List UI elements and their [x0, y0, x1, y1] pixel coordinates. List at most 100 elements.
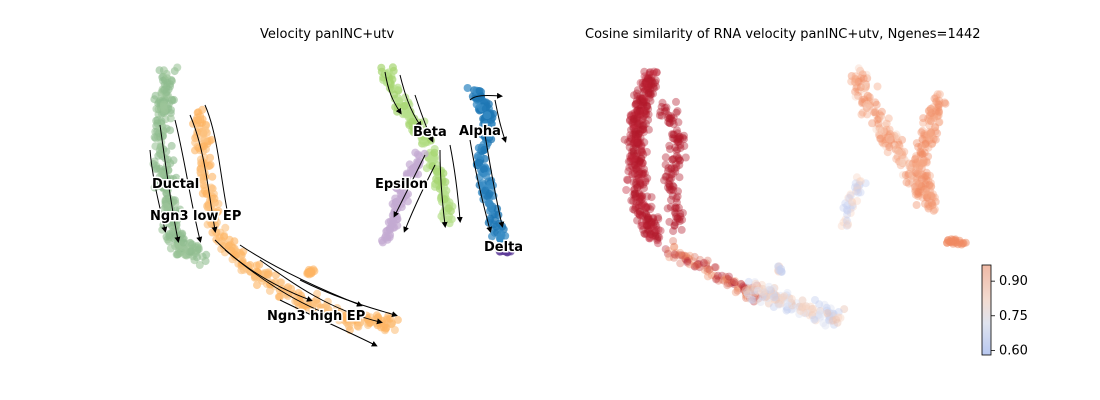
cell-point — [637, 146, 646, 155]
cell-point — [639, 84, 648, 93]
cell-point — [681, 255, 690, 264]
cell-point — [625, 143, 634, 152]
cell-point — [923, 202, 932, 211]
cell-point — [927, 128, 936, 137]
cell-point — [782, 291, 791, 300]
cell-point — [675, 215, 684, 224]
cell-point — [635, 169, 644, 178]
cell-point — [783, 298, 792, 307]
cell-point — [853, 197, 862, 205]
colorbar-tick-label: 0.60 — [999, 343, 1028, 358]
cell-point — [626, 152, 634, 161]
cell-point — [922, 138, 931, 147]
cell-point — [769, 292, 778, 301]
cell-point — [912, 152, 921, 161]
cell-point — [929, 114, 938, 123]
cell-point — [438, 187, 447, 196]
cell-point — [873, 82, 882, 91]
cell-point — [637, 154, 646, 163]
cell-point — [639, 107, 648, 116]
cell-point — [657, 102, 666, 111]
cell-point — [674, 251, 683, 260]
cell-point — [895, 141, 904, 149]
velocity-streamline — [299, 279, 398, 318]
cell-point — [633, 99, 642, 108]
cell-point — [932, 97, 941, 106]
cell-point — [631, 128, 640, 136]
cell-point — [635, 207, 644, 216]
cell-point — [631, 152, 640, 161]
cell-point — [929, 110, 938, 119]
cell-point — [419, 132, 428, 141]
cell-point — [849, 202, 857, 211]
cell-point — [643, 83, 652, 92]
cell-point — [647, 76, 656, 85]
cell-point — [682, 252, 691, 261]
cell-point — [856, 177, 865, 186]
cell-point — [673, 129, 682, 138]
cell-point — [627, 112, 635, 121]
cell-point — [476, 92, 485, 101]
cell-point — [636, 78, 645, 87]
cell-point — [635, 190, 644, 199]
cell-point — [239, 247, 248, 256]
cell-point — [652, 68, 661, 77]
cell-point — [647, 193, 656, 202]
cell-point — [635, 158, 644, 166]
cell-point — [678, 215, 687, 224]
cell-point — [733, 286, 742, 295]
cell-point — [629, 157, 638, 166]
cell-point — [725, 272, 733, 281]
cell-point — [922, 179, 931, 188]
cell-point — [631, 111, 640, 120]
left-panel-title: Velocity panINC+utv — [260, 27, 395, 42]
cell-point — [863, 110, 872, 119]
cell-point — [782, 306, 791, 315]
cell-point — [667, 163, 676, 172]
cell-point — [911, 187, 920, 196]
cell-point — [815, 300, 824, 309]
cell-point — [674, 203, 683, 212]
cell-point — [884, 135, 893, 144]
cell-point — [631, 129, 640, 138]
cell-point — [814, 311, 823, 320]
cell-point — [654, 215, 663, 223]
cell-point — [851, 187, 860, 196]
cell-point — [690, 262, 699, 271]
cell-point — [796, 306, 805, 315]
cell-point — [855, 181, 864, 190]
cell-point — [630, 111, 638, 120]
cell-point — [676, 248, 685, 257]
cell-point — [907, 179, 916, 188]
cell-point — [673, 134, 682, 143]
cell-point — [810, 313, 818, 322]
cell-point — [630, 114, 639, 123]
cell-point — [917, 142, 925, 151]
cell-point — [665, 253, 674, 262]
cell-point — [650, 84, 659, 93]
cell-point — [928, 200, 937, 209]
cell-point — [635, 106, 644, 115]
cell-point — [862, 82, 870, 91]
cell-point — [626, 133, 635, 142]
cell-point — [767, 286, 776, 295]
velocity-streamline — [259, 259, 383, 325]
cell-point — [187, 247, 196, 256]
cell-point — [913, 175, 922, 184]
cell-point — [862, 70, 871, 79]
cell-point — [918, 126, 927, 135]
cell-point — [815, 313, 824, 322]
cell-point — [877, 107, 886, 116]
cell-point — [934, 100, 943, 109]
cell-point — [911, 185, 920, 194]
cell-point — [644, 74, 653, 83]
cell-point — [893, 145, 902, 153]
cell-point — [639, 125, 648, 134]
cell-point — [927, 192, 936, 201]
cell-point — [723, 281, 732, 290]
cell-point — [202, 190, 211, 199]
cell-point — [651, 232, 660, 241]
cell-point — [631, 192, 640, 201]
cell-point — [779, 293, 787, 302]
cell-point — [879, 139, 888, 148]
